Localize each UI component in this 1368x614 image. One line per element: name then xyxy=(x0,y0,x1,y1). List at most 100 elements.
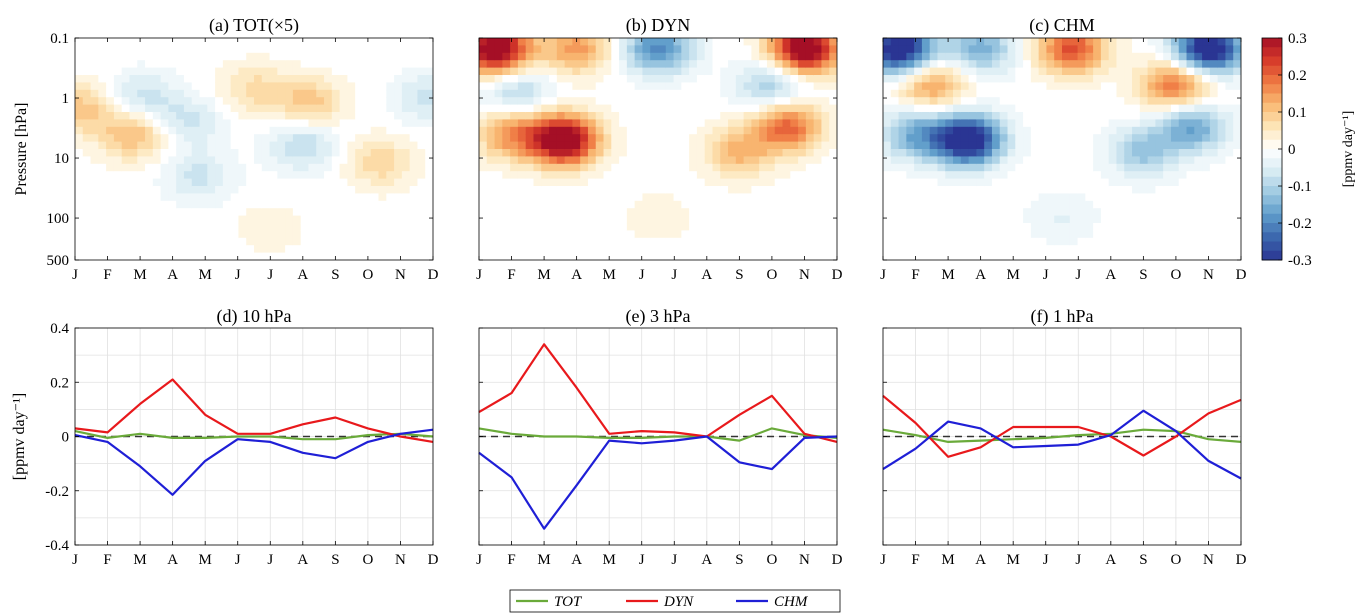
heatmap-cell xyxy=(191,112,201,120)
heatmap-cell xyxy=(1194,215,1203,224)
heatmap-cell xyxy=(798,215,807,224)
heatmap-cell xyxy=(782,104,791,113)
heatmap-cell xyxy=(704,134,714,143)
heatmap-cell xyxy=(1147,89,1156,98)
heatmap-cell xyxy=(176,38,185,46)
heatmap-cell xyxy=(595,52,605,61)
heatmap-cell xyxy=(1046,67,1055,76)
heatmap-cell xyxy=(479,200,488,209)
heatmap-cell xyxy=(883,156,892,165)
heatmap-cell xyxy=(1170,163,1180,172)
heatmap-cell xyxy=(759,60,768,69)
heatmap-cell xyxy=(1108,97,1118,106)
heatmap-cell xyxy=(1069,245,1079,254)
heatmap-cell xyxy=(929,163,939,172)
heatmap-cell xyxy=(1116,208,1125,217)
heatmap-cell xyxy=(914,134,923,143)
heatmap-cell xyxy=(238,163,247,172)
heatmap-cell xyxy=(129,67,138,76)
heatmap-cell xyxy=(953,215,962,224)
heatmap-cell xyxy=(517,193,527,202)
x-tick-label: N xyxy=(799,267,810,283)
series-line-dyn xyxy=(478,343,838,443)
heatmap-cell xyxy=(191,186,201,194)
heatmap-cell xyxy=(743,126,752,135)
heatmap-cell xyxy=(199,134,208,143)
heatmap-cell xyxy=(417,237,426,246)
heatmap-cell xyxy=(1147,75,1156,83)
heatmap-cell xyxy=(921,245,931,254)
heatmap-cell xyxy=(417,156,426,165)
heatmap-cell xyxy=(199,193,208,202)
heatmap-cell xyxy=(1155,75,1164,83)
heatmap-cell xyxy=(556,223,566,231)
heatmap-cell xyxy=(113,126,123,135)
heatmap-cell xyxy=(1202,112,1211,120)
heatmap-cell xyxy=(1155,82,1164,91)
heatmap-cell xyxy=(1178,38,1188,46)
heatmap-cell xyxy=(1217,163,1227,172)
heatmap-cell xyxy=(1007,97,1016,106)
heatmap-cell xyxy=(906,119,915,128)
heatmap-cell xyxy=(152,237,162,246)
heatmap-cell xyxy=(129,82,138,91)
heatmap-cell xyxy=(953,82,962,91)
heatmap-cell xyxy=(479,230,488,239)
heatmap-cell xyxy=(316,245,325,254)
heatmap-cell xyxy=(611,245,620,254)
heatmap-cell xyxy=(1077,82,1086,91)
heatmap-cell xyxy=(805,82,815,91)
heatmap-cell xyxy=(984,112,993,120)
heatmap-cell xyxy=(929,89,939,98)
heatmap-cell xyxy=(378,38,387,46)
heatmap-cell xyxy=(689,75,698,83)
heatmap-cell xyxy=(1116,97,1125,106)
heatmap-cell xyxy=(564,252,573,260)
heatmap-cell xyxy=(937,237,946,246)
heatmap-cell xyxy=(1132,171,1141,180)
heatmap-cell xyxy=(168,163,177,172)
heatmap-cell xyxy=(743,193,752,202)
heatmap-cell xyxy=(486,171,496,180)
heatmap-cell xyxy=(90,52,99,61)
heatmap-cell xyxy=(82,141,92,150)
x-tick-label: A xyxy=(1105,552,1116,568)
heatmap-cell xyxy=(914,149,923,157)
heatmap-cell xyxy=(642,104,651,113)
heatmap-cell xyxy=(1069,134,1079,143)
heatmap-cell xyxy=(137,141,146,150)
heatmap-cell xyxy=(486,97,496,106)
heatmap-cell xyxy=(75,237,84,246)
heatmap-cell xyxy=(502,252,511,260)
heatmap-cell xyxy=(906,208,915,217)
heatmap-cell xyxy=(556,163,566,172)
heatmap-cell xyxy=(199,104,208,113)
heatmap-cell xyxy=(1030,82,1040,91)
heatmap-cell xyxy=(813,178,823,187)
heatmap-cell xyxy=(906,134,915,143)
heatmap-cell xyxy=(331,119,341,128)
heatmap-cell xyxy=(580,178,589,187)
heatmap-cell xyxy=(658,171,667,180)
heatmap-cell xyxy=(292,97,302,106)
heatmap-cell xyxy=(90,112,99,120)
heatmap-cell xyxy=(929,38,939,46)
heatmap-cell xyxy=(564,45,573,54)
heatmap-cell xyxy=(587,38,597,46)
heatmap-cell xyxy=(106,237,115,246)
heatmap-cell xyxy=(751,237,760,246)
heatmap-cell xyxy=(1093,52,1102,61)
heatmap-cell xyxy=(572,193,581,202)
heatmap-cell xyxy=(1069,208,1079,217)
heatmap-cell xyxy=(425,75,433,83)
heatmap-cell xyxy=(999,89,1009,98)
heatmap-cell xyxy=(1225,126,1234,135)
heatmap-cell xyxy=(813,126,823,135)
heatmap-cell xyxy=(743,134,752,143)
heatmap-cell xyxy=(720,149,729,157)
heatmap-cell xyxy=(790,60,799,69)
heatmap-cell xyxy=(587,97,597,106)
heatmap-cell xyxy=(285,97,294,106)
heatmap-cell xyxy=(1132,215,1141,224)
heatmap-cell xyxy=(1100,186,1110,194)
